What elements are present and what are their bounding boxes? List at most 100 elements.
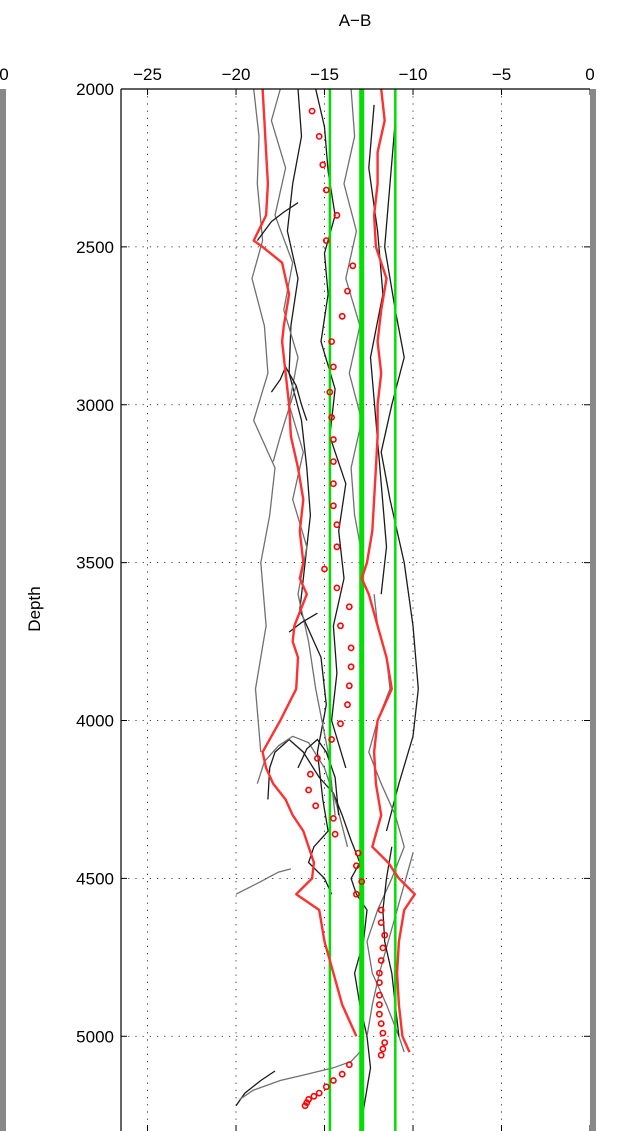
data-point-marker [375,979,383,986]
data-point-marker [329,815,337,822]
profile-line [286,88,333,895]
data-point-marker [329,502,337,510]
data-point-marker [321,565,328,573]
left-panel-edge [0,89,6,1131]
data-point-marker [345,682,353,690]
data-point-marker [331,830,339,838]
chart-title: A−B [339,11,372,30]
data-point-marker [379,1045,387,1053]
data-point-marker [347,644,355,652]
x-tick-label: −5 [492,65,511,84]
data-point-marker [306,770,314,778]
data-point-marker [377,957,385,964]
data-point-marker [328,736,335,743]
data-point-marker [345,1061,353,1069]
x-tick-label: −25 [133,65,162,84]
profile-line [267,738,361,863]
left-panel-tick-label: 0 [0,65,9,84]
profile-line [368,104,388,595]
data-point-marker [375,969,383,977]
profile-line [350,862,372,1131]
data-point-marker [301,1102,309,1110]
profile-line [270,88,336,816]
data-point-marker [349,262,357,270]
data-point-marker [315,1089,323,1097]
data-point-marker [312,802,320,810]
data-point-marker [375,1001,383,1009]
right-panel-edge [590,89,596,1131]
data-point-marker [329,458,337,465]
y-axis-label: Depth [25,586,44,631]
profile-line [256,735,349,847]
profile-line [251,88,276,753]
data-point-marker [329,436,337,443]
data-point-marker [377,919,385,926]
data-point-marker [308,107,316,115]
grid-layer [121,89,590,1131]
data-point-marker [379,944,387,952]
data-point-marker [352,862,360,870]
data-point-marker [381,1039,389,1046]
profile-line [272,385,297,462]
data-point-marker [313,755,321,762]
data-point-marker [333,584,341,592]
data-point-marker [328,413,335,421]
data-point-marker [322,1083,330,1091]
marker-layer [301,107,389,1110]
x-tick-label: 0 [585,65,594,84]
data-point-marker [377,906,385,914]
y-tick-label: 5000 [76,1027,114,1046]
data-point-marker [379,1029,387,1037]
data-point-marker [322,237,330,244]
profile-line [239,1051,361,1100]
profile-line [256,202,299,241]
profile-line [270,365,308,421]
data-point-marker [305,786,312,794]
data-point-marker [329,363,337,371]
profile-line [315,88,347,769]
x-tick-label: −15 [310,65,339,84]
y-tick-label: 4000 [76,712,114,731]
data-point-marker [333,543,341,551]
data-point-marker [344,287,351,295]
data-point-marker [322,186,330,194]
envelope-line [360,88,416,1053]
data-point-marker [315,132,323,140]
data-point-marker [329,480,337,488]
data-point-marker [344,701,351,709]
y-tick-label: 2500 [76,238,114,257]
y-tick-label: 4500 [76,869,114,888]
data-point-marker [338,1070,346,1078]
data-point-marker [347,663,355,671]
y-tick-label: 3500 [76,554,114,573]
y-tick-label: 2000 [76,80,114,99]
data-point-marker [345,603,353,611]
data-point-marker [337,720,344,728]
data-point-marker [326,388,334,396]
data-point-marker [328,338,335,345]
profile-line [297,738,340,816]
data-point-marker [358,878,366,885]
axis-layer: −25 −20 −15 −10 −5 0 2000 2500 3000 3500 4000 4500 5… [76,65,595,1131]
data-point-marker [337,622,344,630]
envelope-layer [252,88,416,1053]
data-point-marker [377,1020,385,1027]
profile-line [343,88,365,611]
data-point-marker [310,1092,318,1100]
profile-line [366,852,414,1037]
data-point-marker [319,161,327,169]
x-tick-label: −20 [222,65,251,84]
data-point-marker [375,991,383,999]
profile-line [235,868,292,895]
data-point-marker [352,890,360,898]
data-point-marker [338,312,346,320]
y-tick-label: 3000 [76,396,114,415]
data-point-marker [381,931,389,939]
data-point-marker [329,1077,337,1084]
data-point-marker [377,1051,385,1059]
envelope-line [252,88,358,1037]
data-point-marker [375,1010,383,1018]
data-point-marker [333,521,341,529]
